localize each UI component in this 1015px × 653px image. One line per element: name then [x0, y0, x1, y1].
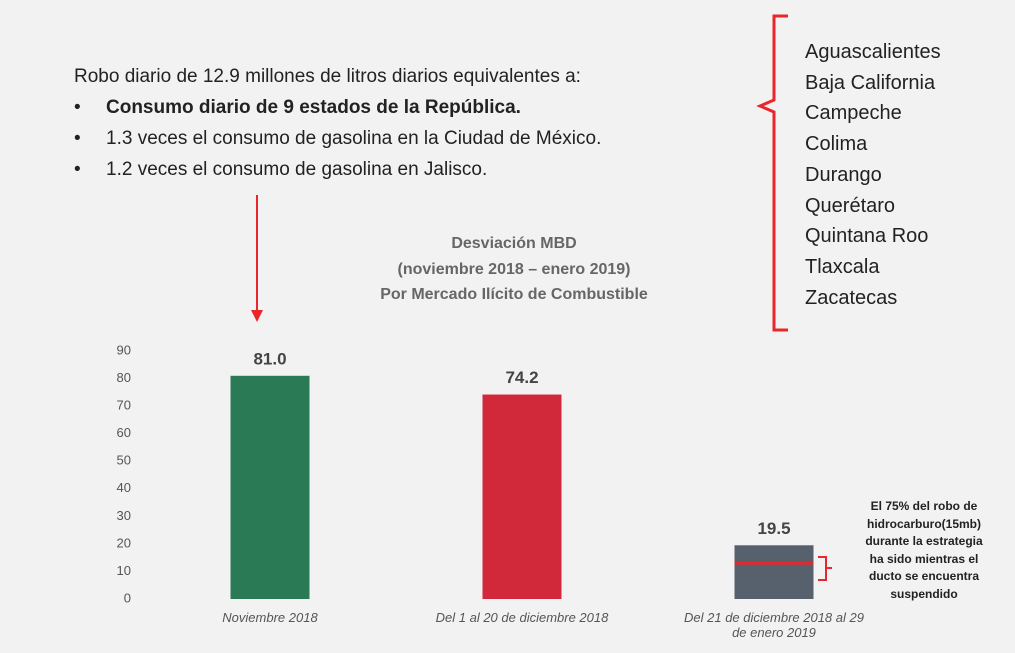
state: Baja California	[805, 71, 936, 94]
annotation-line: durante la estrategia	[865, 534, 983, 548]
bar	[734, 545, 814, 599]
bullet-text: 1.2 veces el consumo de gasolina en Jali…	[106, 159, 488, 180]
y-tick-label: 20	[117, 535, 131, 550]
bracket	[818, 556, 832, 581]
state: Durango	[805, 163, 882, 186]
state: Tlaxcala	[805, 255, 880, 278]
bullet: •	[74, 159, 81, 180]
bullet: •	[74, 97, 81, 118]
bar	[482, 394, 562, 599]
y-tick-label: 10	[117, 563, 131, 578]
bar	[230, 375, 310, 599]
bullet: •	[74, 128, 81, 149]
brace	[756, 14, 788, 332]
chart-title: Desviación MBD	[451, 235, 576, 252]
value-label: 19.5	[757, 519, 790, 538]
x-tick-label: Del 1 al 20 de diciembre 2018	[435, 610, 609, 625]
intro: Robo diario de 12.9 millones de litros d…	[74, 66, 581, 87]
annotation: El 75% del robo de hidrocarburo(15mb) dura…	[848, 498, 1000, 603]
annotation-line: ducto se encuentra	[868, 569, 980, 583]
x-tick-label: Noviembre 2018	[222, 610, 318, 625]
y-tick-label: 0	[124, 590, 131, 605]
bullet-text: 1.3 veces el consumo de gasolina en la C…	[106, 128, 602, 149]
chart-subtitle: Por Mercado Ilícito de Combustible	[380, 286, 648, 303]
state: Zacatecas	[805, 286, 898, 309]
x-tick-label: Del 21 de diciembre 2018 al 29 de enero …	[684, 610, 864, 640]
y-tick-label: 60	[117, 425, 131, 440]
y-tick-label: 80	[117, 370, 131, 385]
y-tick-label: 70	[117, 398, 131, 413]
y-tick-label: 90	[117, 342, 131, 357]
annotation-line: suspendido	[890, 586, 958, 601]
annotation-line: ha sido mientras el	[869, 551, 979, 566]
state: Colima	[805, 133, 868, 156]
y-tick-label: 50	[117, 453, 131, 468]
annotation-line: El 75% del robo de	[870, 499, 978, 513]
chart-subtitle: (noviembre 2018 – enero 2019)	[397, 261, 630, 278]
state: Campeche	[805, 102, 902, 125]
value-label: 81.0	[253, 349, 286, 368]
bullet-text: Consumo diario de 9 estados de la Repúbl…	[106, 97, 521, 118]
y-tick-label: 40	[117, 480, 131, 495]
state: Querétaro	[805, 194, 896, 217]
arrow-head	[251, 310, 263, 322]
value-label: 74.2	[505, 368, 538, 387]
y-tick-label: 30	[117, 508, 131, 523]
state: Aguascalientes	[805, 41, 941, 63]
annotation-line: hidrocarburo(15mb)	[866, 516, 981, 531]
state: Quintana Roo	[805, 225, 929, 248]
